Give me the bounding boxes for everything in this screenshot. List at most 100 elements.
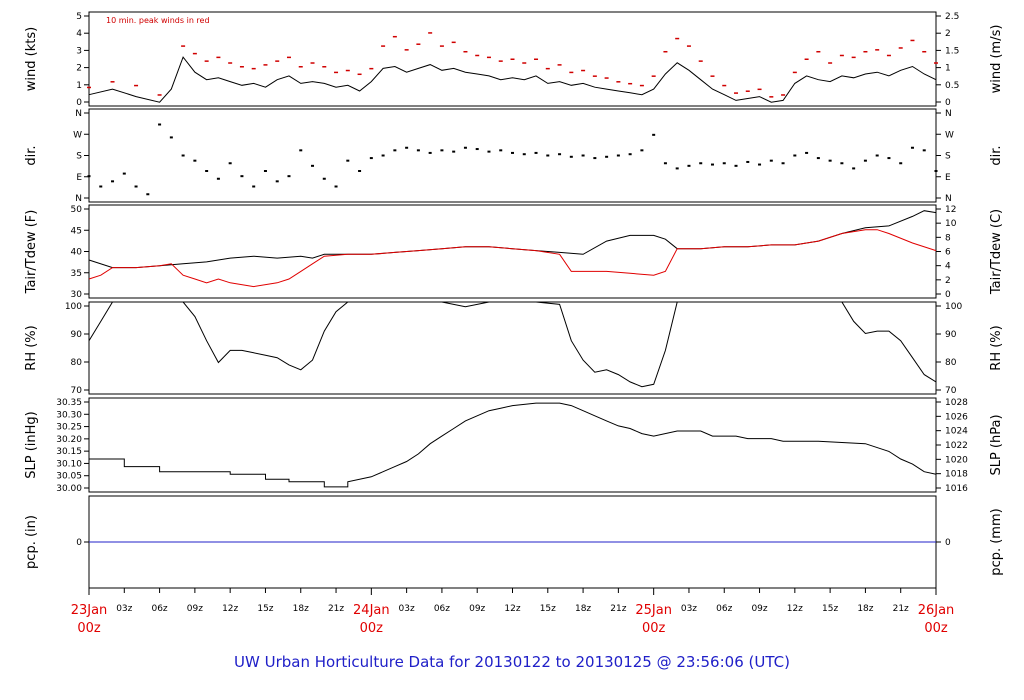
hour-tick-label: 18z [575,604,591,614]
direction-point [193,159,197,162]
hour-tick-label: 15z [540,604,556,614]
y-axis-label-right: dir. [989,145,1004,165]
peak-wind-mark [251,67,256,70]
direction-point [934,170,938,172]
left-tick-label: 40 [71,248,83,258]
panel-wind: 0 1 2 3 4 5 0 0.5 1 1.5 2 2.5 wind (kts) wind (m/s) 10… [24,11,1004,108]
direction-point [240,175,244,178]
peak-wind-mark [228,62,233,64]
left-tick-label: 35 [71,269,82,279]
peak-wind-mark [381,45,386,47]
right-tick-label: 1022 [945,441,968,451]
direction-point [87,175,91,178]
direction-point [346,159,350,162]
peak-wind-mark [675,37,680,40]
left-tick-label: 90 [71,330,83,340]
direction-point [522,153,526,156]
direction-point [734,164,738,167]
direction-point [122,172,126,175]
peak-wind-mark [686,45,691,47]
hour-tick-label: 09z [187,604,203,614]
panel-frame [88,204,937,299]
right-tick-label: 0 [945,290,951,300]
left-tick-label: N [75,109,82,119]
hour-tick-label: 18z [293,604,309,614]
peak-wind-mark [710,75,715,77]
direction-point [652,133,656,136]
direction-point [581,154,585,157]
left-tick-label: 45 [71,226,82,236]
panel-temperature: 30 35 40 45 50 0 2 4 6 8 10 12 Tair/Tdew (F) Tair/Tde… [24,204,1004,300]
day-label: 25Jan [635,603,672,618]
tair-line [88,210,937,269]
right-tick-label: 100 [945,302,962,312]
direction-point [134,185,138,188]
peak-wind-mark [651,75,656,77]
left-tick-label: 4 [76,29,82,39]
right-tick-label: E [945,173,951,183]
direction-point [910,146,914,149]
y-axis-label-left: Tair/Tdew (F) [24,210,39,295]
right-tick-label: 2 [945,276,951,286]
peak-wind-mark [392,35,397,38]
peak-wind-mark [181,45,186,47]
right-tick-label: 10 [945,219,957,229]
peak-wind-mark [357,73,362,76]
left-tick-label: 30.10 [56,459,82,469]
peak-wind-mark [286,56,291,59]
peak-wind-mark [157,94,162,96]
left-tick-label: 100 [65,302,82,312]
left-tick-label: 1 [76,81,82,91]
peak-wind-mark [204,60,209,62]
peak-wind-mark [87,86,91,89]
peak-wind-note: 10 min. peak winds in red [106,16,210,25]
direction-point [287,175,291,178]
panel-precip: 0 0 pcp. (in) pcp. (mm) [24,495,1004,589]
peak-wind-mark [663,50,668,53]
hour-tick-label: 03z [681,604,697,614]
chart-title: UW Urban Horticulture Data for 20130122 … [234,653,790,671]
direction-point [334,185,338,188]
direction-point [205,170,209,172]
y-axis-label-left: SLP (inHg) [24,411,39,479]
hour-tick-label: 06z [151,604,167,614]
peak-wind-mark [816,50,821,53]
left-tick-label: 70 [71,386,83,396]
peak-wind-mark [875,49,880,51]
hour-tick-label: 21z [893,604,909,614]
left-tick-label: N [75,194,82,204]
direction-point [593,157,597,160]
direction-point [169,136,173,139]
left-tick-label: 30.00 [56,484,82,494]
peak-wind-mark [428,32,433,34]
direction-point [463,146,467,149]
right-tick-label: 0 [945,538,951,548]
peak-wind-mark [922,50,927,53]
right-tick-label: 0 [945,98,951,108]
slp-line [89,402,937,488]
hour-tick-label: 21z [610,604,626,614]
direction-point [322,177,326,180]
peak-wind-mark [828,62,833,64]
peak-wind-mark [275,60,280,62]
right-tick-label: 1024 [945,427,968,437]
left-tick-label: 30.20 [56,435,82,445]
peak-wind-mark [698,60,703,62]
y-axis-label-right: SLP (hPa) [989,414,1004,475]
direction-point [758,163,762,166]
peak-wind-mark [134,84,139,87]
peak-wind-mark [310,62,315,64]
tdew-line [88,229,937,288]
peak-wind-mark [475,54,480,57]
peak-wind-mark [534,58,539,60]
peak-wind-mark [804,58,809,60]
direction-point [299,149,303,152]
left-tick-label: 80 [71,358,83,368]
peak-wind-mark [192,52,197,55]
direction-point [687,164,691,167]
peak-wind-mark [745,90,750,92]
peak-wind-mark [404,49,409,51]
panel-frame [88,11,937,107]
direction-point [499,149,503,152]
